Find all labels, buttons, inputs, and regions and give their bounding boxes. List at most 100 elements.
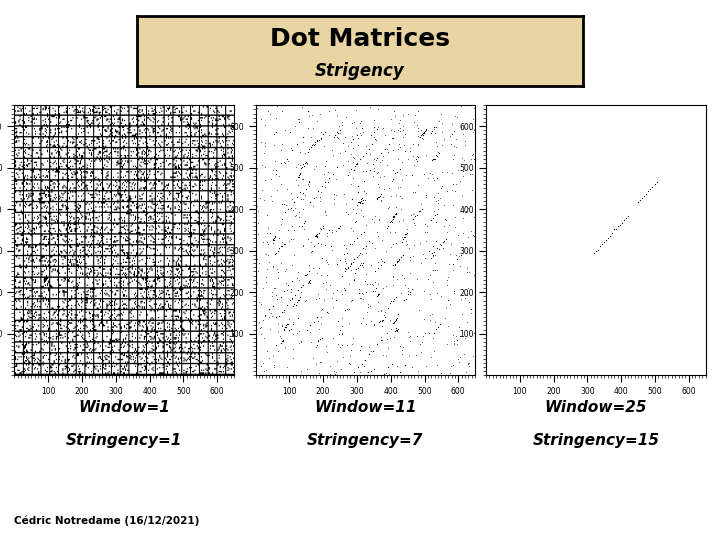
Point (338, 161, 349, 170)
Point (336, 322, 348, 330)
Point (357, 212, 369, 220)
Point (278, 240, 289, 248)
Point (294, 188, 306, 197)
Point (449, 339, 460, 347)
Point (279, 324, 290, 333)
Point (427, 214, 438, 222)
Point (432, 323, 444, 332)
Point (338, 240, 350, 249)
Point (452, 166, 464, 174)
Point (286, 146, 297, 155)
Point (422, 221, 433, 230)
Point (341, 341, 353, 349)
Point (315, 127, 326, 136)
Point (389, 332, 400, 341)
Point (369, 127, 380, 136)
Point (402, 240, 413, 249)
Point (328, 132, 340, 141)
Point (400, 237, 411, 245)
Point (271, 313, 282, 322)
Point (455, 251, 467, 259)
Point (357, 127, 369, 136)
Point (287, 318, 299, 326)
Point (300, 296, 311, 305)
Point (327, 246, 338, 254)
Point (377, 315, 388, 324)
Point (376, 332, 387, 341)
Point (353, 288, 364, 297)
Point (384, 298, 395, 307)
Point (347, 158, 359, 166)
Point (390, 327, 401, 336)
Point (351, 158, 363, 167)
Point (370, 156, 382, 165)
Point (351, 265, 362, 274)
Point (274, 226, 285, 235)
Point (427, 241, 438, 250)
Point (306, 110, 318, 119)
Point (310, 193, 322, 201)
Point (377, 152, 389, 160)
Point (352, 133, 364, 142)
Point (297, 205, 308, 214)
Point (384, 334, 395, 342)
Point (389, 317, 400, 326)
Point (360, 320, 372, 328)
Point (407, 210, 418, 219)
Point (395, 342, 406, 351)
Point (284, 296, 295, 305)
Point (446, 168, 458, 177)
Point (292, 329, 303, 338)
Point (294, 213, 305, 221)
Text: Window=11: Window=11 (314, 400, 417, 415)
Point (297, 189, 309, 198)
Point (302, 234, 314, 243)
Point (413, 153, 424, 161)
Point (418, 170, 429, 178)
Point (288, 320, 300, 328)
Point (325, 280, 336, 289)
Point (399, 141, 410, 150)
Point (260, 250, 271, 259)
Point (291, 298, 302, 306)
Point (385, 297, 397, 306)
Point (392, 361, 403, 370)
Point (267, 262, 279, 271)
Point (616, 218, 628, 227)
Point (430, 138, 441, 146)
Point (269, 283, 280, 292)
Point (333, 329, 344, 338)
Point (425, 310, 436, 319)
Point (367, 172, 379, 181)
Point (253, 194, 265, 202)
Point (315, 134, 327, 143)
Point (431, 151, 442, 159)
Point (355, 229, 366, 238)
Point (426, 249, 438, 258)
Point (369, 133, 380, 141)
Point (294, 147, 306, 156)
Point (334, 221, 346, 230)
Point (428, 123, 440, 131)
Point (418, 129, 429, 138)
Point (297, 241, 309, 250)
Point (281, 286, 292, 294)
Point (459, 294, 471, 302)
Point (353, 198, 364, 207)
Point (362, 368, 374, 377)
Point (356, 198, 367, 207)
Point (384, 369, 395, 378)
Point (412, 124, 423, 132)
Point (279, 322, 291, 331)
Point (464, 169, 476, 178)
Point (372, 194, 383, 202)
Point (397, 233, 408, 242)
Point (427, 252, 438, 261)
Point (386, 216, 397, 225)
Point (343, 261, 355, 270)
Point (367, 347, 379, 355)
Point (302, 158, 313, 167)
Point (294, 169, 306, 178)
Point (322, 168, 333, 177)
Point (301, 326, 312, 334)
